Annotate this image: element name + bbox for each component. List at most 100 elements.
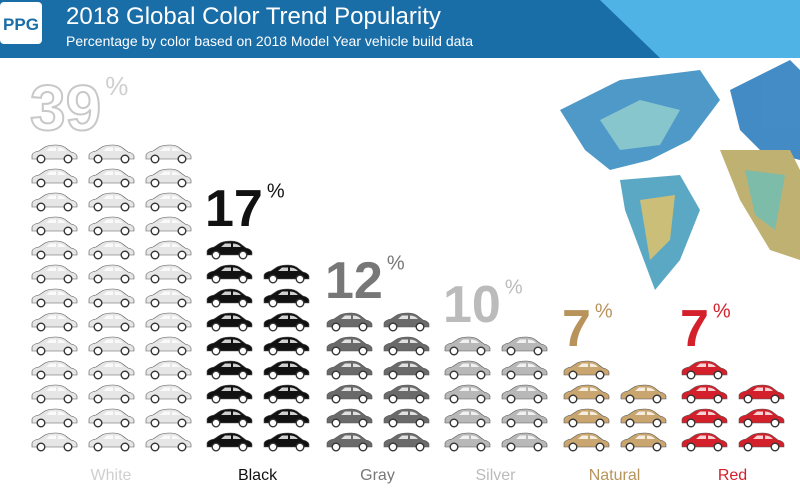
world-map — [560, 60, 800, 290]
car-icon — [88, 432, 135, 452]
car-icon — [263, 312, 310, 332]
category-label: Silver — [475, 467, 516, 484]
car-icon — [263, 432, 310, 452]
car-icon — [681, 408, 728, 428]
car-icon — [88, 216, 135, 236]
car-icon — [31, 336, 78, 356]
value-label: 17 — [205, 180, 263, 238]
value-suffix: % — [267, 180, 285, 202]
value-label: 10 — [443, 276, 501, 334]
car-stack — [31, 144, 192, 452]
car-stack — [563, 360, 667, 452]
car-icon — [145, 432, 192, 452]
car-icon — [444, 408, 491, 428]
car-icon — [145, 312, 192, 332]
logo-box — [0, 2, 42, 44]
value-suffix: % — [713, 300, 731, 322]
value-suffix: % — [595, 300, 613, 322]
car-stack — [206, 240, 310, 452]
car-icon — [88, 408, 135, 428]
car-icon — [326, 432, 373, 452]
car-icon — [738, 384, 785, 404]
car-icon — [145, 168, 192, 188]
car-stack — [444, 336, 548, 452]
header-accent — [600, 0, 800, 58]
chart-title: 2018 Global Color Trend Popularity — [66, 3, 441, 30]
value-suffix: % — [387, 252, 405, 274]
car-icon — [263, 360, 310, 380]
car-icon — [145, 360, 192, 380]
car-icon — [263, 288, 310, 308]
car-icon — [620, 384, 667, 404]
car-icon — [326, 408, 373, 428]
car-icon — [444, 432, 491, 452]
car-icon — [206, 384, 253, 404]
car-icon — [31, 168, 78, 188]
car-stack — [681, 360, 785, 452]
category-label: White — [91, 467, 132, 484]
car-icon — [206, 408, 253, 428]
car-icon — [206, 312, 253, 332]
car-icon — [31, 312, 78, 332]
car-stack — [326, 312, 430, 452]
category-label: Black — [238, 467, 278, 484]
car-icon — [444, 336, 491, 356]
car-icon — [88, 384, 135, 404]
car-icon — [145, 264, 192, 284]
car-icon — [383, 432, 430, 452]
car-icon — [88, 168, 135, 188]
car-icon — [681, 432, 728, 452]
car-icon — [383, 408, 430, 428]
value-label: 39 — [30, 72, 101, 144]
value-label: 12 — [325, 252, 383, 310]
chart-subtitle: Percentage by color based on 2018 Model … — [66, 33, 473, 49]
car-icon — [738, 408, 785, 428]
car-icon — [31, 432, 78, 452]
car-icon — [145, 144, 192, 164]
car-icon — [145, 288, 192, 308]
car-icon — [31, 216, 78, 236]
car-icon — [31, 288, 78, 308]
car-icon — [681, 384, 728, 404]
car-icon — [206, 240, 253, 260]
car-icon — [501, 336, 548, 356]
car-icon — [501, 384, 548, 404]
value-suffix: % — [505, 276, 523, 298]
value-label: 7 — [680, 300, 709, 358]
car-icon — [263, 384, 310, 404]
category-label: Gray — [360, 467, 395, 484]
car-icon — [681, 360, 728, 380]
value-suffix: % — [105, 71, 128, 101]
car-icon — [31, 264, 78, 284]
category-label: Red — [718, 467, 747, 484]
car-icon — [206, 432, 253, 452]
car-icon — [383, 384, 430, 404]
car-icon — [263, 264, 310, 284]
car-icon — [326, 312, 373, 332]
car-icon — [145, 336, 192, 356]
car-icon — [263, 408, 310, 428]
logo: PPG — [3, 15, 39, 34]
car-icon — [88, 240, 135, 260]
car-icon — [444, 384, 491, 404]
car-icon — [88, 360, 135, 380]
car-icon — [88, 288, 135, 308]
car-icon — [31, 144, 78, 164]
car-icon — [145, 192, 192, 212]
car-icon — [31, 360, 78, 380]
car-icon — [206, 288, 253, 308]
car-icon — [383, 336, 430, 356]
car-icon — [501, 360, 548, 380]
car-icon — [563, 432, 610, 452]
car-icon — [263, 336, 310, 356]
car-icon — [145, 408, 192, 428]
car-icon — [206, 336, 253, 356]
car-icon — [206, 360, 253, 380]
car-icon — [88, 264, 135, 284]
category-label: Natural — [589, 467, 641, 484]
car-icon — [444, 360, 491, 380]
car-icon — [88, 144, 135, 164]
car-icon — [88, 192, 135, 212]
value-label: 7 — [562, 300, 591, 358]
